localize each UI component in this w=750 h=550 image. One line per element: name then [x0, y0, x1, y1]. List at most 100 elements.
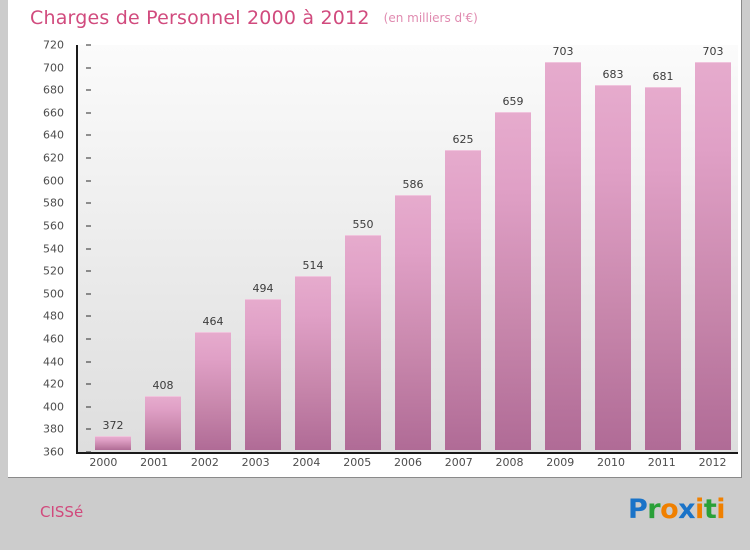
- bar-slot: 408: [138, 45, 188, 450]
- y-axis-tick-label: 560: [43, 219, 64, 233]
- y-axis-tick-mark: [86, 315, 91, 317]
- y-axis-tick-mark: [86, 338, 91, 340]
- y-axis-tick-label: 680: [43, 83, 64, 97]
- x-axis-tick-label: 2011: [647, 456, 676, 469]
- bar-value-label: 625: [452, 133, 474, 147]
- logo-letter: o: [660, 494, 679, 525]
- x-axis-tick-label: 2006: [393, 456, 422, 469]
- logo-letter: i: [716, 494, 725, 525]
- x-axis-tick-label: 2005: [343, 456, 372, 469]
- plot-area: 360 380 400 420 440 460 480 500 520 540 560 580 600 6…: [43, 39, 738, 459]
- y-axis-tick-label: 480: [43, 309, 64, 323]
- y-axis-tick-label: 440: [43, 355, 64, 369]
- y-axis-tick-mark: [86, 383, 91, 385]
- bar[interactable]: [295, 275, 331, 450]
- logo-letter: i: [695, 494, 704, 525]
- logo-letter: r: [647, 494, 661, 525]
- y-axis-tick-label: 460: [43, 332, 64, 346]
- y-axis-tick-mark: [86, 270, 91, 272]
- bar-slot: 586: [388, 45, 438, 450]
- page-title: Charges de Personnel 2000 à 2012: [30, 7, 370, 29]
- x-axis-tick-label: 2000: [89, 456, 118, 469]
- bar[interactable]: [245, 298, 281, 450]
- bar-slot: 514: [288, 45, 338, 450]
- bar-slot: 683: [588, 45, 638, 450]
- bar-slot: 659: [488, 45, 538, 450]
- bar-slot: 703: [688, 45, 738, 450]
- bar-value-label: 703: [702, 45, 724, 59]
- y-axis-tick-label: 420: [43, 377, 64, 391]
- bar-slot: 681: [638, 45, 688, 450]
- y-axis-tick-label: 700: [43, 61, 64, 75]
- y-axis-tick-mark: [86, 361, 91, 363]
- y-axis-tick-label: 400: [43, 400, 64, 414]
- logo-letter: x: [678, 494, 696, 525]
- y-axis-tick-label: 520: [43, 264, 64, 278]
- y-axis-tick-mark: [86, 428, 91, 430]
- bar[interactable]: [495, 111, 531, 450]
- chart-header: Charges de Personnel 2000 à 2012 (en mil…: [8, 0, 741, 36]
- y-axis-tick-label: 640: [43, 128, 64, 142]
- y-axis-tick-label: 620: [43, 151, 64, 165]
- bar[interactable]: [695, 62, 731, 450]
- y-axis-tick-mark: [86, 134, 91, 136]
- bar[interactable]: [195, 332, 231, 450]
- y-axis-tick-label: 600: [43, 174, 64, 188]
- bars-layer: 372 408 464 494 514 550 586 625 659 703 683 681 703: [88, 45, 738, 450]
- x-axis-tick-label: 2009: [546, 456, 575, 469]
- bar[interactable]: [145, 395, 181, 450]
- bar[interactable]: [545, 62, 581, 450]
- bar-value-label: 372: [102, 419, 124, 433]
- y-axis-tick-mark: [86, 44, 91, 46]
- x-axis-tick-label: 2003: [241, 456, 270, 469]
- x-axis-tick-label: 2004: [292, 456, 321, 469]
- commune-name: CISSé: [40, 503, 84, 521]
- y-axis-tick-mark: [86, 202, 91, 204]
- x-axis-tick-label: 2012: [698, 456, 727, 469]
- bar-value-label: 681: [652, 70, 674, 84]
- logo-letter: P: [627, 494, 648, 525]
- bar-value-label: 408: [152, 378, 174, 392]
- bar[interactable]: [445, 150, 481, 450]
- y-axis-tick-label: 660: [43, 106, 64, 120]
- x-axis-tick-label: 2010: [597, 456, 626, 469]
- y-axis-tick-mark: [86, 293, 91, 295]
- bar-value-label: 514: [302, 258, 324, 272]
- bar-value-label: 703: [552, 45, 574, 59]
- bar[interactable]: [645, 87, 681, 450]
- bar-slot: 464: [188, 45, 238, 450]
- bar-slot: 494: [238, 45, 288, 450]
- bar-value-label: 494: [252, 281, 274, 295]
- bar-slot: 703: [538, 45, 588, 450]
- y-axis-tick-mark: [86, 225, 91, 227]
- y-axis-tick-label: 380: [43, 422, 64, 436]
- x-axis-tick-label: 2008: [495, 456, 524, 469]
- bar[interactable]: [95, 436, 131, 450]
- y-axis-tick-label: 360: [43, 445, 64, 459]
- bar-slot: 550: [338, 45, 388, 450]
- x-axis-tick-label: 2001: [140, 456, 169, 469]
- y-axis-tick-mark: [86, 157, 91, 159]
- bar[interactable]: [395, 194, 431, 450]
- bar-value-label: 586: [402, 177, 424, 191]
- bar[interactable]: [345, 235, 381, 450]
- y-axis-tick-mark: [86, 67, 91, 69]
- chart-footer: CISSé Proxiti: [0, 479, 750, 550]
- bar-slot: 625: [438, 45, 488, 450]
- y-axis-tick-mark: [86, 248, 91, 249]
- y-axis-tick-mark: [86, 451, 91, 453]
- bar[interactable]: [595, 84, 631, 450]
- bar-value-label: 550: [352, 218, 374, 232]
- chart-subtitle: (en milliers d'€): [383, 11, 478, 25]
- x-axis: 2000 2001 2002 2003 2004 2005 2006 2007 2008 2009…: [78, 456, 738, 469]
- proxiti-logo[interactable]: Proxiti: [627, 494, 726, 525]
- y-axis-tick-mark: [86, 180, 91, 182]
- plot-wrapper: 360 380 400 420 440 460 480 500 520 540 560 580 600 6…: [43, 39, 738, 459]
- bar-value-label: 659: [502, 94, 524, 108]
- y-axis-tick-mark: [86, 89, 91, 91]
- y-axis-tick-label: 720: [43, 38, 64, 52]
- y-axis-tick-mark: [86, 406, 91, 408]
- y-axis-tick-mark: [86, 112, 91, 114]
- bar-value-label: 683: [602, 67, 624, 81]
